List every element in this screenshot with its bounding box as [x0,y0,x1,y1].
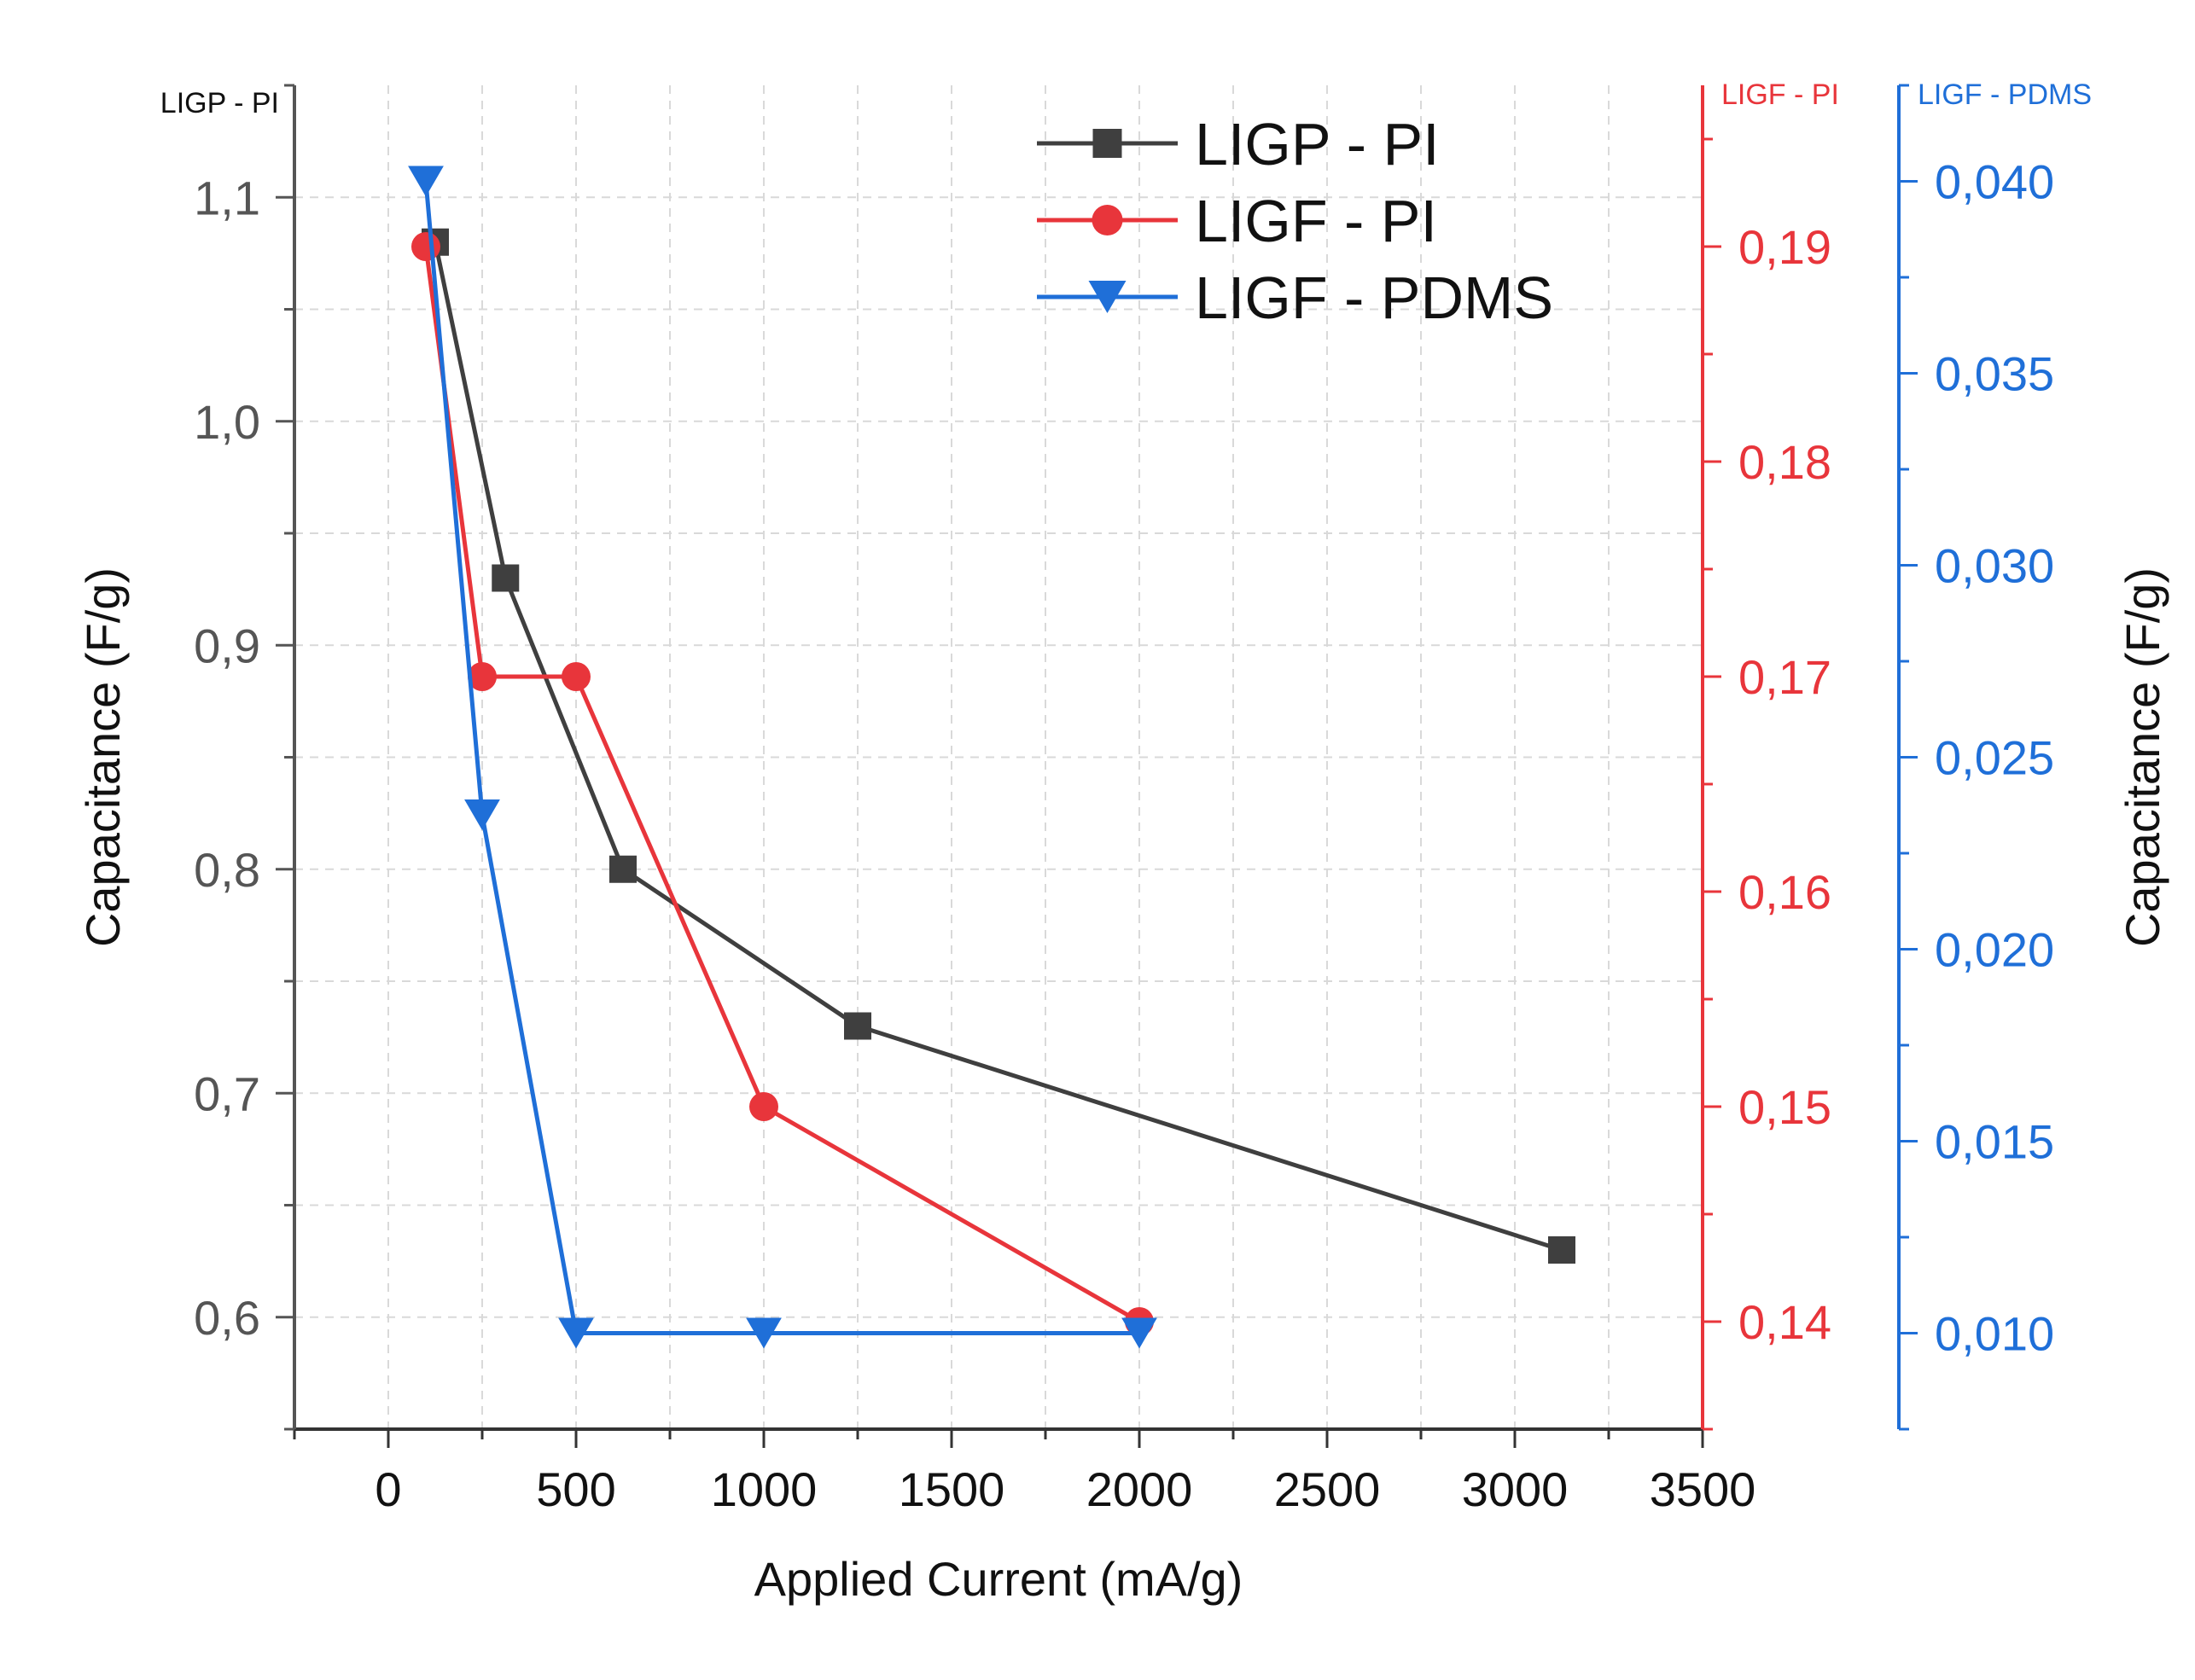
data-point [558,1317,594,1349]
series [408,166,1575,1349]
legend-label: LIGF - PDMS [1195,264,1553,331]
x-tick-label: 500 [536,1462,615,1516]
y-tick-label-left: 0,6 [194,1291,260,1345]
x-tick-label: 2500 [1274,1462,1381,1516]
x-tick-label: 3500 [1650,1462,1756,1516]
y-tick-label-left: 1,1 [194,171,260,224]
y-tick-label-right2: 0,040 [1935,155,2054,209]
x-tick-label: 1000 [711,1462,818,1516]
data-point [562,662,591,691]
series-line [423,246,1141,1324]
data-point [749,1092,778,1121]
y-tick-label-left: 1,0 [194,395,260,449]
y-corner-label-right1: LIGF - PI [1721,78,1839,111]
x-axis-title: Applied Current (mA/g) [754,1552,1243,1606]
x-tick-label: 3000 [1462,1462,1569,1516]
x-tick-label: 2000 [1086,1462,1193,1516]
y-tick-label-right2: 0,020 [1935,923,2054,977]
data-point [609,855,637,883]
legend-marker [1092,205,1123,235]
y-tick-label-right1: 0,14 [1738,1295,1831,1349]
legend-marker [1088,281,1127,313]
legend-item: LIGF - PDMS [1037,264,1553,331]
series-ligf-pdms [408,166,1157,1349]
y-tick-label-right2: 0,025 [1935,731,2054,785]
data-point [464,799,500,831]
data-point [844,1012,871,1040]
legend-item: LIGF - PI [1037,188,1437,254]
grid [294,85,1703,1429]
y-tick-label-right1: 0,17 [1738,650,1831,704]
y-tick-label-right2: 0,015 [1935,1115,2054,1169]
y-tick-label-right1: 0,16 [1738,865,1831,919]
y-tick-label-right1: 0,19 [1738,220,1831,274]
series-ligf-pi [411,232,1154,1336]
y-tick-label-left: 0,9 [194,619,260,672]
y-tick-label-left: 0,7 [194,1067,260,1120]
data-point [408,166,444,197]
x-tick-label: 1500 [899,1462,1005,1516]
y-tick-label-right1: 0,18 [1738,435,1831,489]
legend-label: LIGP - PI [1195,111,1440,177]
data-point [746,1317,782,1349]
y-tick-label-right2: 0,030 [1935,539,2054,593]
legend-label: LIGF - PI [1195,188,1437,254]
data-point [492,564,520,592]
y-tick-label-left: 0,8 [194,843,260,897]
legend-item: LIGP - PI [1037,111,1440,177]
axes: 0 500 1000 1500 2000 2500 3000 3500 Applied Curr… [76,78,2169,1606]
legend-marker [1092,129,1122,158]
series-ligp-pi [422,228,1575,1264]
data-point [1548,1236,1575,1264]
legend: LIGP - PI LIGF - PI LIGF - PDMS [1037,111,1553,331]
y-axis-title-right: Capacitance (F/g) [2116,567,2169,947]
y-tick-label-right1: 0,15 [1738,1080,1831,1134]
x-tick-label: 0 [375,1462,401,1516]
y-corner-label-left: LIGP - PI [160,87,279,119]
y-corner-label-right2: LIGF - PDMS [1918,78,2092,111]
y-tick-label-right2: 0,035 [1935,347,2054,401]
data-point [1121,1317,1157,1349]
data-point [468,662,497,691]
y-tick-label-right2: 0,010 [1935,1307,2054,1361]
y-axis-title-left: Capacitance (F/g) [76,567,130,947]
data-point [411,232,440,261]
